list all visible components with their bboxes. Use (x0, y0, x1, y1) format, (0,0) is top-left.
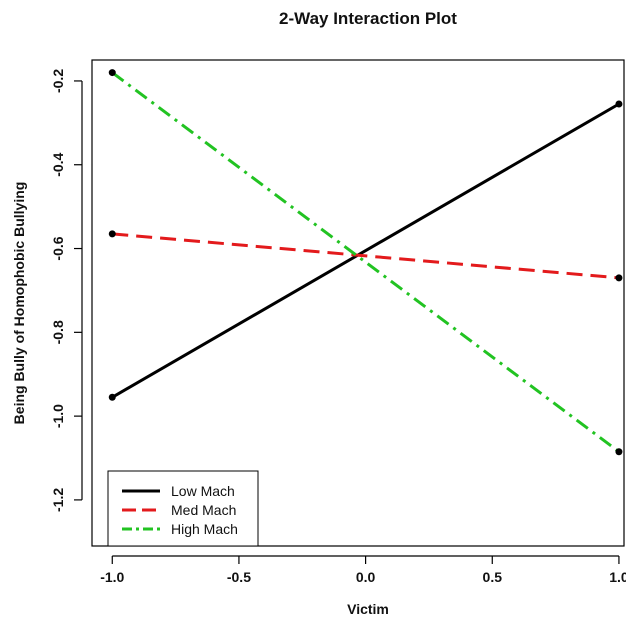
data-point (615, 274, 623, 282)
legend-label: High Mach (171, 521, 238, 537)
y-tick-label: -0.2 (50, 69, 66, 93)
y-tick-label: -0.6 (50, 236, 66, 260)
y-tick-label: -0.8 (50, 320, 66, 344)
x-tick-label: -0.5 (227, 569, 251, 585)
y-tick-label: -1.2 (50, 488, 66, 512)
series-points (108, 69, 623, 456)
chart-title: 2-Way Interaction Plot (279, 9, 457, 28)
x-tick-label: 0.5 (483, 569, 503, 585)
series-line-med-mach (112, 232, 620, 280)
y-axis: -1.2 -1.0 -0.8 -0.6 -0.4 -0.2 (50, 69, 83, 512)
series-line-high-mach (111, 71, 620, 453)
legend-label: Med Mach (171, 502, 236, 518)
x-axis-label: Victim (347, 601, 389, 617)
y-tick-label: -1.0 (50, 404, 66, 428)
data-point (615, 448, 623, 456)
x-tick-label: 0.0 (356, 569, 376, 585)
series-line-low-mach (111, 102, 620, 399)
x-tick-label: -1.0 (100, 569, 124, 585)
legend: Low Mach Med Mach High Mach (107, 470, 259, 547)
x-tick-label: 1.0 (609, 569, 626, 585)
data-point (108, 230, 116, 238)
y-axis-label: Being Bully of Homophobic Bullying (11, 182, 27, 425)
data-point (108, 69, 116, 77)
legend-label: Low Mach (171, 483, 235, 499)
plot-frame (91, 59, 625, 547)
series-lines (111, 71, 620, 453)
y-tick-label: -0.4 (50, 152, 66, 176)
x-axis: -1.0 -0.5 0.0 0.5 1.0 (100, 555, 626, 585)
data-point (615, 100, 623, 108)
data-point (108, 393, 116, 401)
